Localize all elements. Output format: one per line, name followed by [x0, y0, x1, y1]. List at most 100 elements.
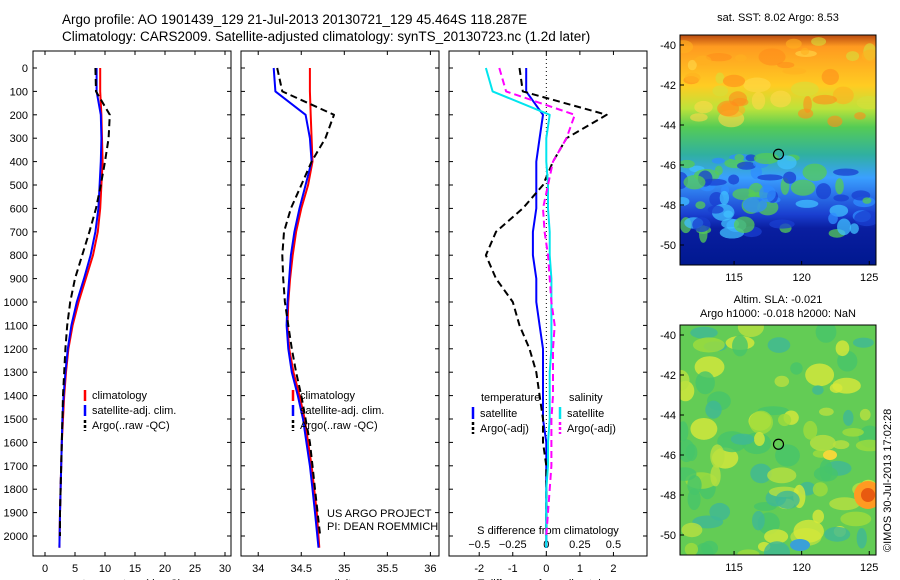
legend-label: Argo(..raw -QC) — [92, 420, 170, 432]
sla-patch — [750, 463, 772, 484]
sst-patch — [777, 155, 797, 170]
sla-patch — [829, 383, 843, 393]
sst-patch — [854, 210, 876, 227]
sst-patch — [750, 164, 762, 180]
sst-patch — [758, 48, 786, 66]
map-frame — [679, 34, 877, 266]
temperature-axes-box — [32, 50, 232, 557]
sla-patch — [852, 337, 874, 348]
argo-position-marker — [772, 438, 785, 450]
y-tick-label: 1000 — [4, 297, 28, 309]
sst-patch — [742, 196, 768, 213]
sla-map-panel: 115 120 125 -40 -42 -44 -46 -48 -50 Altim. SLA: -… — [660, 294, 878, 574]
map-x-tick-label: 115 — [725, 272, 743, 284]
sla-patch — [843, 409, 854, 426]
sst-patch — [712, 85, 729, 97]
series-line-argo — [484, 67, 608, 536]
sst-patch — [757, 174, 783, 181]
y-tick-label: 1400 — [4, 391, 28, 403]
top-x-tick-label: 0.5 — [606, 539, 621, 551]
y-tick-label: 2000 — [4, 531, 28, 543]
legend-label: Argo(-adj) — [480, 423, 529, 435]
title-line-2: Climatology: CARS2009. Satellite-adjuste… — [62, 29, 591, 44]
sst-patch — [692, 217, 711, 233]
map-x-tick-label: 125 — [860, 272, 878, 284]
x-tick-label: 35 — [338, 563, 350, 575]
legend-label: Argo(-adj) — [567, 423, 616, 435]
sst-patch — [827, 115, 843, 128]
sla-patch — [710, 444, 725, 468]
x-tick-label: 34.5 — [291, 563, 312, 575]
y-tick-label: 800 — [10, 250, 28, 262]
y-tick-label: 1100 — [4, 320, 28, 332]
x-tick-label: -2 — [474, 563, 484, 575]
y-tick-label: 900 — [10, 274, 28, 286]
sla-patch — [684, 542, 699, 555]
sla-patch — [775, 444, 800, 467]
x-tick-label: 34 — [252, 563, 264, 575]
x-tick-label: 2 — [610, 563, 616, 575]
sla-patch — [763, 541, 790, 555]
argo-position-marker — [772, 148, 785, 160]
y-tick-label: 600 — [10, 203, 28, 215]
sst-patch — [802, 163, 827, 182]
sla-patch — [774, 375, 790, 387]
sst-patch — [833, 194, 849, 202]
sst-patch — [753, 152, 780, 165]
sst-patch — [745, 154, 757, 162]
y-tick-label: 200 — [10, 110, 28, 122]
x-tick-label: 35.5 — [377, 563, 398, 575]
sla-patch — [813, 466, 838, 482]
sst-patch — [861, 49, 876, 63]
sst-patch — [707, 205, 724, 214]
sla-patch — [790, 539, 810, 551]
sst-patch — [797, 108, 814, 119]
sla-patch — [829, 497, 860, 511]
sla-patch — [793, 519, 824, 543]
sla-patch — [824, 526, 851, 542]
x-tick-label: 0 — [543, 563, 549, 575]
x-tick-label: 30 — [219, 563, 231, 575]
sla-patch — [859, 408, 871, 421]
sla-patch — [856, 527, 867, 549]
sst-patch — [835, 178, 844, 195]
sst-patch — [790, 81, 819, 97]
sst-patch — [687, 59, 697, 71]
legend-label: satellite-adj. clim. — [92, 405, 176, 417]
legend-label: satellite — [480, 408, 517, 420]
sla-patch — [680, 439, 695, 463]
sst-patch — [734, 54, 747, 62]
map-y-tick-label: -46 — [660, 160, 676, 172]
sla-patch — [732, 335, 748, 357]
salinity-axes-box — [240, 50, 440, 557]
sla-patch — [730, 433, 755, 445]
title-line-1: Argo profile: AO 1901439_129 21-Jul-2013… — [62, 12, 528, 27]
map-x-tick-label: 125 — [860, 562, 878, 574]
x-tick-label: 25 — [189, 563, 201, 575]
sla-patch — [775, 490, 800, 510]
sla-patch — [815, 325, 837, 343]
sst-patch — [790, 179, 816, 196]
map-title: sat. SST: 8.02 Argo: 8.53 — [717, 12, 839, 24]
map-subtitle: Argo h1000: -0.018 h2000: NaN — [700, 308, 856, 320]
sst-patch — [705, 53, 732, 62]
y-tick-label: 1200 — [4, 344, 28, 356]
sst-patch — [733, 216, 755, 234]
sst-patch — [723, 210, 734, 218]
map-x-tick-label: 120 — [792, 562, 810, 574]
sla-patch — [819, 407, 834, 416]
x-tick-label: 36 — [424, 563, 436, 575]
sla-patch — [764, 529, 789, 544]
sla-patch — [754, 432, 765, 447]
sla-patch — [710, 465, 721, 487]
y-tick-label: 700 — [10, 227, 28, 239]
sla-patch — [812, 482, 828, 497]
sst-patch — [828, 212, 838, 225]
y-tick-label: 1500 — [4, 414, 28, 426]
sst-patch — [833, 168, 859, 176]
sst-patch — [832, 86, 854, 105]
x-tick-label: 0 — [42, 563, 48, 575]
sst-patch — [812, 94, 838, 105]
map-y-tick-label: -48 — [660, 490, 676, 502]
sla-patch — [687, 475, 702, 495]
